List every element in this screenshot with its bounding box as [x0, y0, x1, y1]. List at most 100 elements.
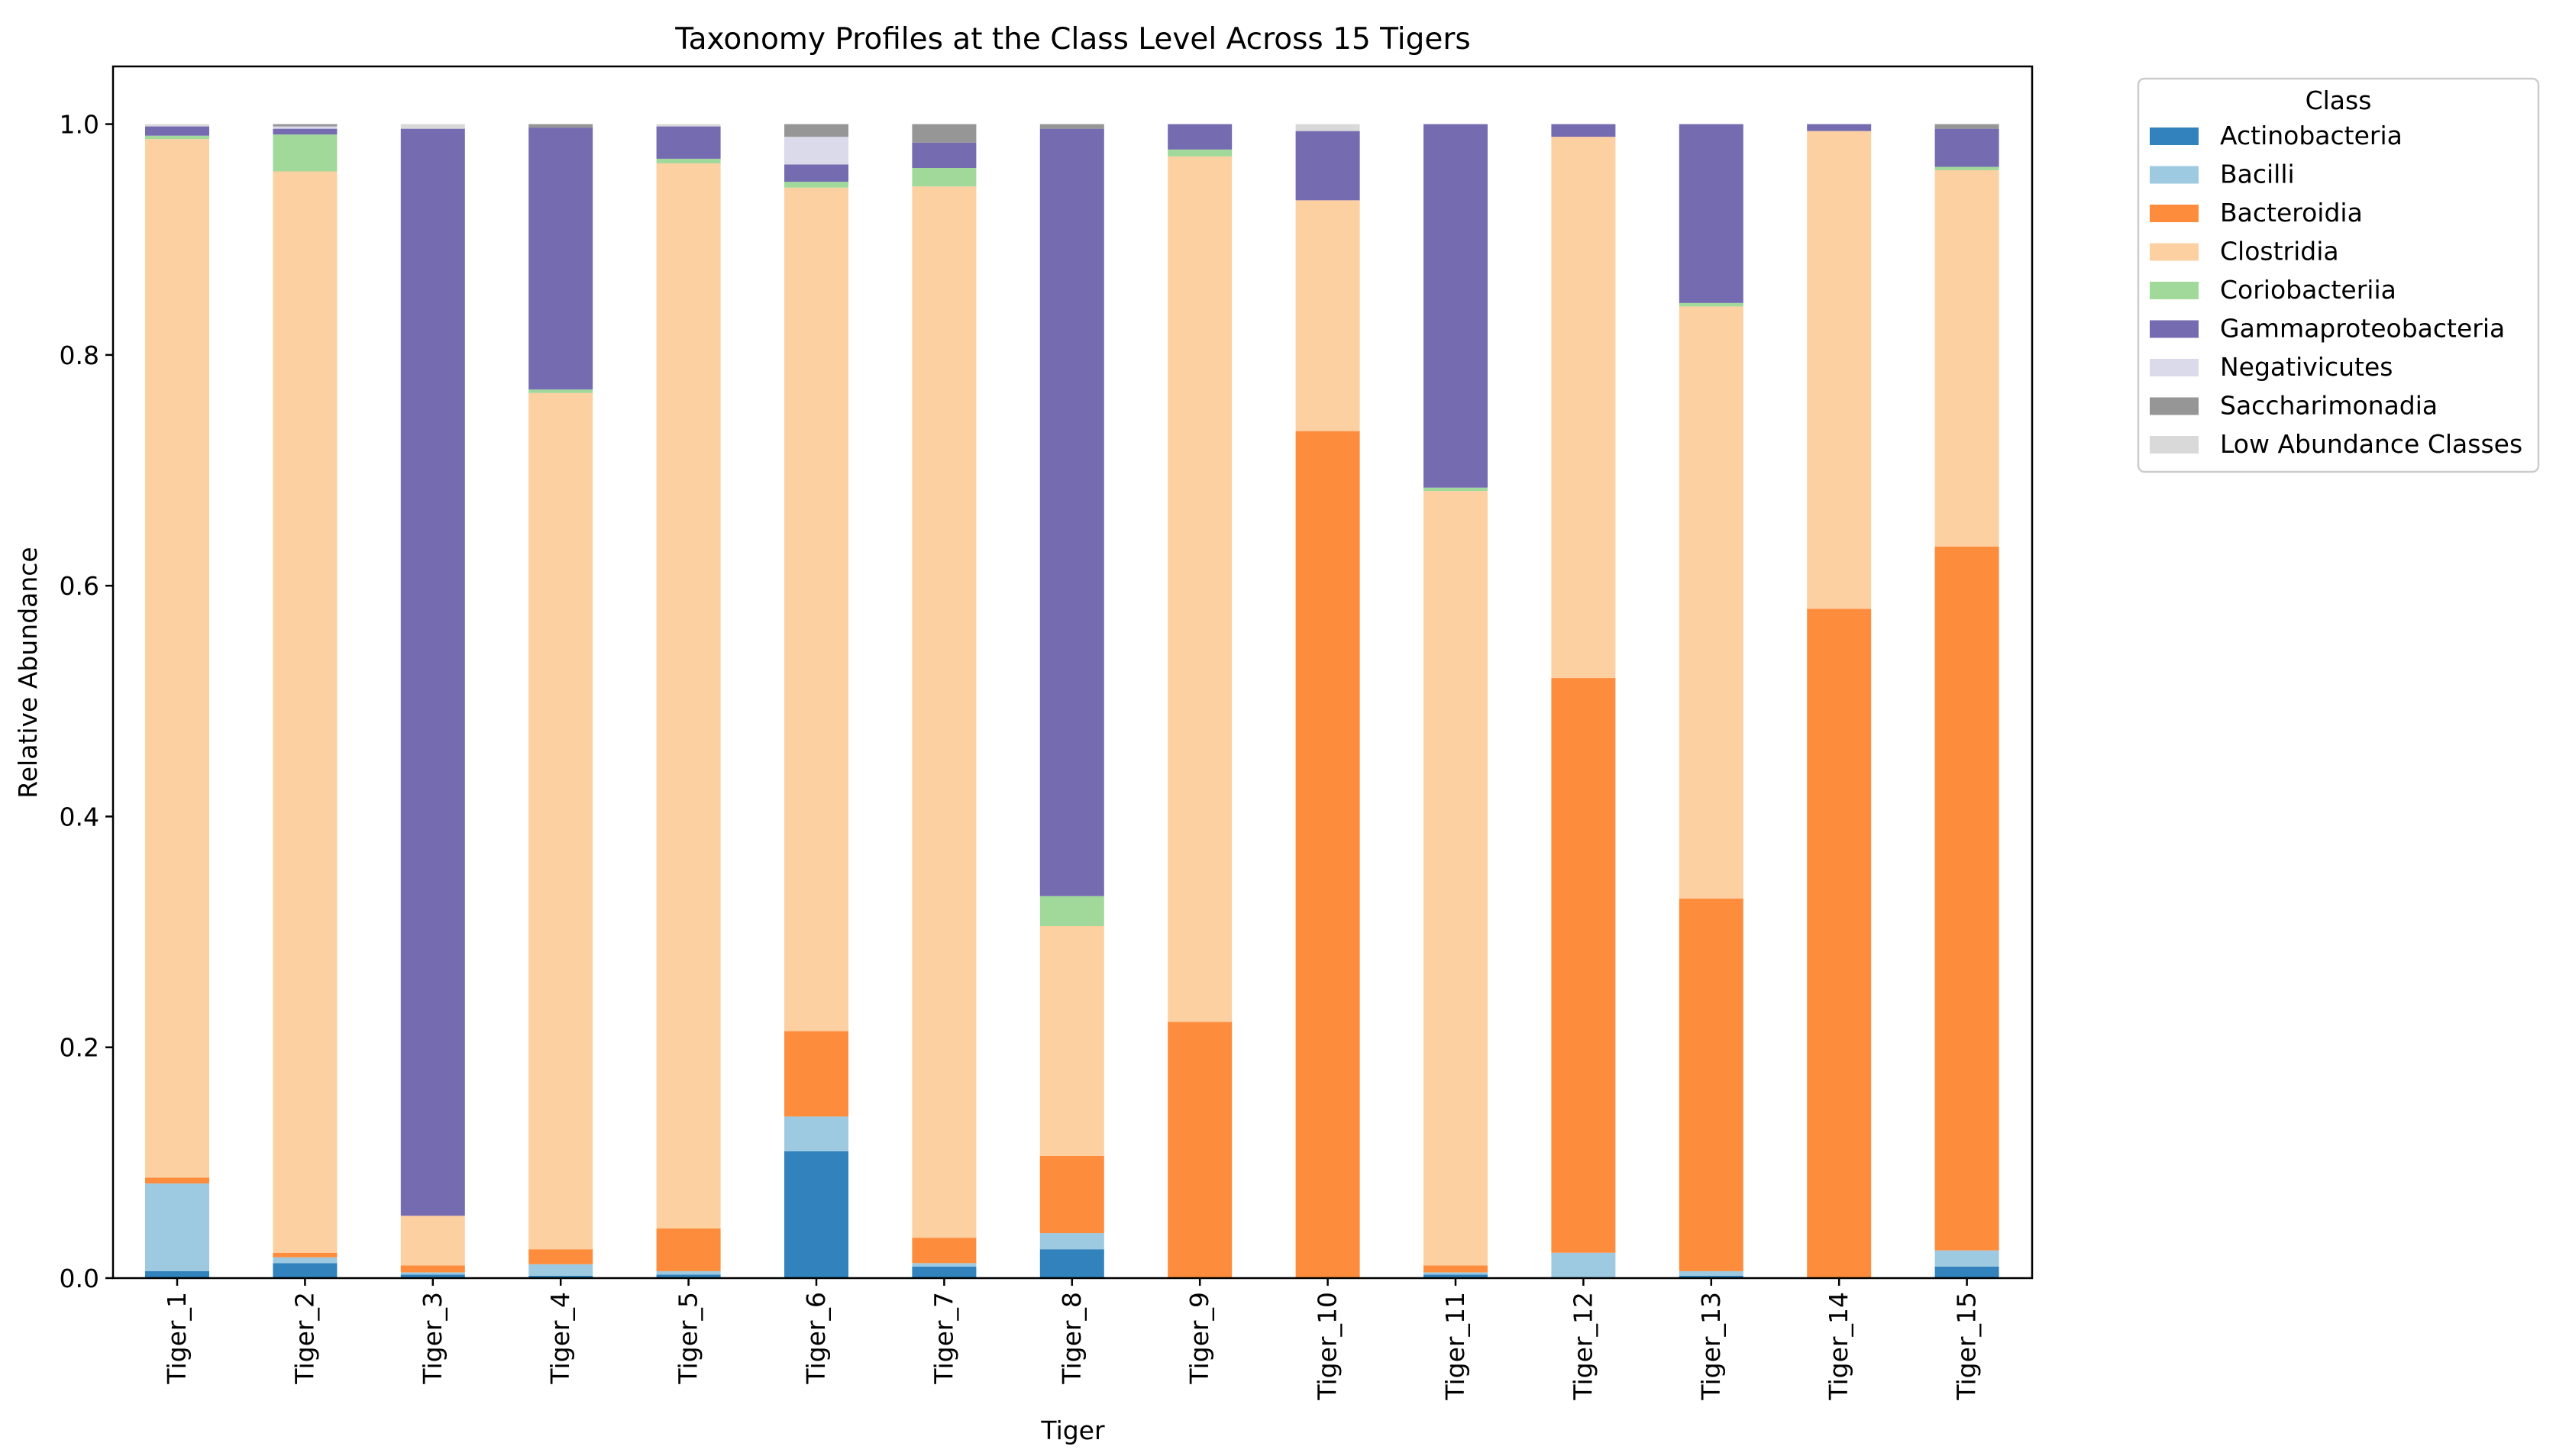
bar-segment-clostridia	[656, 163, 721, 1229]
legend-item: Clostridia	[2150, 237, 2339, 266]
x-tick-label: Tiger_4	[545, 1292, 575, 1385]
bar-segment-low-abundance-classes	[400, 124, 465, 129]
bar-segment-saccharimonadia	[912, 124, 977, 143]
bar-segment-bacilli	[784, 1116, 848, 1151]
bar-segment-gammaproteobacteria	[145, 126, 209, 136]
bar-segment-clostridia	[1168, 156, 1233, 1022]
bar-segment-bacteroidia	[1934, 546, 1999, 1251]
bar-segment-gammaproteobacteria	[528, 128, 593, 390]
legend-item: Bacilli	[2150, 160, 2295, 189]
legend: Class Actinobacteria Bacilli Bacteroidia Cl…	[2137, 77, 2540, 473]
x-tick-label: Tiger_6	[801, 1292, 831, 1385]
bar-segment-bacilli	[145, 1183, 209, 1271]
bar-segment-bacteroidia	[1295, 431, 1360, 1278]
bar-segment-bacilli	[273, 1257, 338, 1264]
bar-segment-bacteroidia	[528, 1249, 593, 1264]
y-axis-label: Relative Abundance	[13, 547, 43, 798]
x-tick-label: Tiger_5	[674, 1292, 703, 1385]
bar-segment-actinobacteria	[912, 1266, 977, 1278]
legend-label: Coriobacteriia	[2220, 275, 2396, 305]
bar-segment-clostridia	[912, 186, 977, 1238]
bar-segment-saccharimonadia	[528, 124, 593, 128]
legend-label: Clostridia	[2220, 237, 2339, 266]
bar-segment-gammaproteobacteria	[273, 128, 338, 135]
bar-segment-coriobacteriia	[1039, 896, 1104, 927]
legend-item: Saccharimonadia	[2150, 391, 2438, 421]
bar-segment-saccharimonadia	[273, 124, 338, 127]
y-tick-label: 0.4	[60, 802, 99, 831]
bar-stack-tiger-5	[656, 124, 721, 1278]
bar-segment-actinobacteria	[273, 1263, 338, 1278]
bar-segment-negativicutes	[784, 137, 848, 165]
bar-segment-bacteroidia	[1551, 678, 1616, 1253]
x-tick-label: Tiger_12	[1568, 1292, 1598, 1401]
bar-stack-tiger-10	[1295, 124, 1360, 1278]
bar-segment-bacilli	[400, 1272, 465, 1275]
legend-swatch	[2150, 320, 2199, 338]
bar-stack-tiger-4	[528, 124, 593, 1278]
bar-segment-actinobacteria	[1934, 1266, 1999, 1278]
legend-title: Class	[2306, 86, 2372, 115]
bar-stack-tiger-8	[1039, 124, 1104, 1278]
bar-segment-actinobacteria	[528, 1275, 593, 1278]
bar-stack-tiger-14	[1807, 124, 1872, 1278]
bar-stack-tiger-11	[1423, 124, 1488, 1278]
bar-segment-saccharimonadia	[1934, 124, 1999, 129]
legend-frame	[2137, 77, 2540, 473]
bar-segment-clostridia	[1807, 131, 1872, 609]
y-tick-label: 0.0	[60, 1264, 99, 1293]
bar-segment-bacilli	[1551, 1252, 1616, 1278]
bar-segment-gammaproteobacteria	[400, 128, 465, 1216]
bar-stack-tiger-3	[400, 124, 465, 1278]
bar-segment-clostridia	[400, 1215, 465, 1266]
bars-layer	[145, 124, 1999, 1278]
legend-swatch	[2150, 128, 2199, 145]
bar-segment-bacteroidia	[1679, 898, 1743, 1271]
bar-segment-low-abundance-classes	[145, 124, 209, 127]
bar-segment-negativicutes	[273, 126, 338, 129]
bar-segment-clostridia	[145, 139, 209, 1178]
bar-segment-actinobacteria	[1039, 1249, 1104, 1278]
bar-segment-bacilli	[656, 1270, 721, 1275]
bar-segment-gammaproteobacteria	[1679, 124, 1743, 303]
bar-segment-coriobacteriia	[784, 182, 848, 188]
legend-label: Gammaproteobacteria	[2220, 314, 2505, 344]
bar-segment-bacteroidia	[145, 1177, 209, 1184]
bar-segment-clostridia	[1551, 137, 1616, 679]
x-tick-label: Tiger_14	[1824, 1292, 1853, 1401]
chart-title: Taxonomy Profiles at the Class Level Acr…	[674, 22, 1470, 56]
bar-segment-coriobacteriia	[528, 389, 593, 393]
bar-segment-actinobacteria	[784, 1151, 848, 1278]
bar-segment-clostridia	[1423, 491, 1488, 1266]
bar-segment-bacteroidia	[784, 1031, 848, 1117]
bar-segment-clostridia	[1934, 170, 1999, 547]
bar-stack-tiger-7	[912, 124, 977, 1278]
bar-stack-tiger-1	[145, 124, 209, 1278]
bar-segment-bacteroidia	[400, 1265, 465, 1273]
bar-segment-bacilli	[528, 1264, 593, 1276]
plot-area-frame	[111, 65, 2034, 1280]
bar-segment-coriobacteriia	[1934, 166, 1999, 171]
x-axis: Tiger_1 Tiger_2 Tiger_3 Tiger_4 Tiger_5 Tiger…	[162, 1278, 1982, 1401]
legend-item: Actinobacteria	[2150, 121, 2403, 150]
x-tick-label: Tiger_3	[418, 1292, 448, 1385]
x-tick-label: Tiger_13	[1696, 1292, 1726, 1401]
legend-item: Gammaproteobacteria	[2150, 314, 2505, 344]
bar-segment-bacilli	[1679, 1270, 1743, 1276]
legend-label: Low Abundance Classes	[2220, 429, 2522, 459]
x-tick-label: Tiger_10	[1313, 1292, 1343, 1401]
legend-swatch	[2150, 243, 2199, 261]
x-tick-label: Tiger_9	[1184, 1292, 1214, 1385]
bar-segment-gammaproteobacteria	[1423, 124, 1488, 488]
x-axis-label: Tiger	[1040, 1416, 1105, 1445]
y-tick-label: 1.0	[60, 110, 99, 140]
legend-item: Low Abundance Classes	[2150, 429, 2522, 459]
bar-segment-clostridia	[1679, 306, 1743, 899]
bar-segment-low-abundance-classes	[1295, 124, 1360, 131]
legend-swatch	[2150, 166, 2199, 184]
bar-segment-bacilli	[1934, 1250, 1999, 1267]
bar-segment-bacteroidia	[1039, 1155, 1104, 1234]
bar-segment-clostridia	[528, 392, 593, 1250]
